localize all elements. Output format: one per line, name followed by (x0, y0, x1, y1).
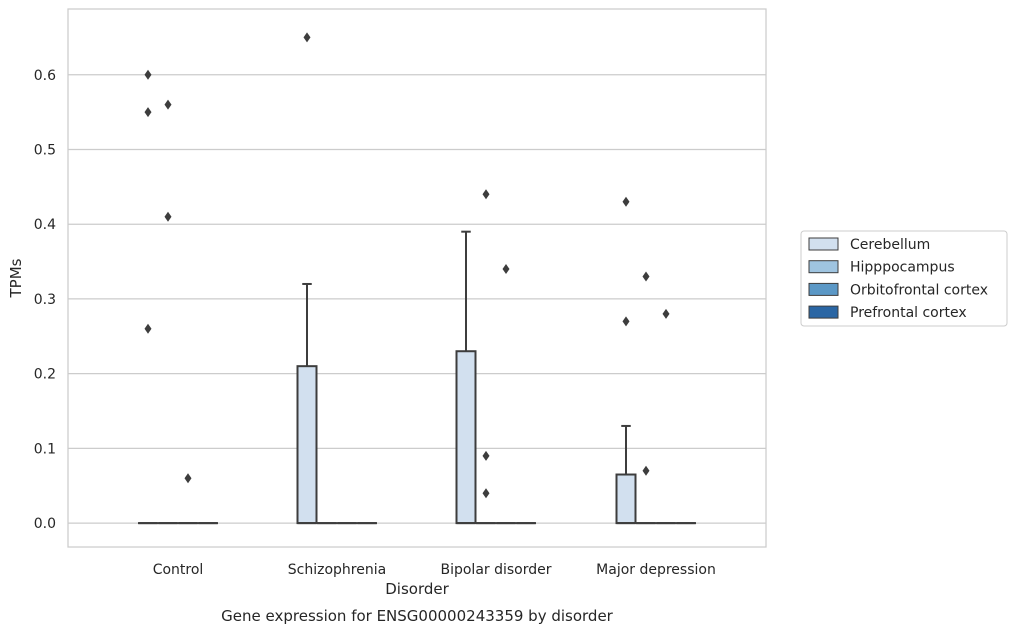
outlier-point (622, 316, 630, 327)
outlier-point (662, 308, 670, 319)
outlier-point (164, 211, 172, 222)
outlier-point (144, 323, 152, 334)
box-series (138, 230, 696, 525)
outlier-point (642, 271, 650, 282)
box-body (615, 473, 637, 525)
outlier-point (622, 196, 630, 207)
box-cerebellum (615, 424, 637, 525)
x-tick-label: Major depression (596, 562, 716, 578)
gridlines (68, 74, 766, 524)
y-axis-title: TPMs (7, 258, 25, 298)
legend-label: Prefrontal cortex (850, 305, 967, 321)
outlier-point (303, 32, 311, 43)
outlier-point (482, 488, 490, 499)
outlier-points (144, 32, 670, 499)
box-body (296, 365, 318, 525)
outlier-point (164, 99, 172, 110)
y-tick-label: 0.2 (34, 367, 56, 383)
y-tick-label: 0.3 (34, 292, 56, 308)
x-tick-label: Schizophrenia (288, 562, 386, 578)
outlier-point (502, 264, 510, 275)
box-cerebellum (455, 230, 477, 525)
outlier-point (642, 465, 650, 476)
y-tick-label: 0.4 (34, 217, 56, 233)
outlier-point (184, 473, 192, 484)
y-tick-label: 0.0 (34, 516, 56, 532)
outlier-point (482, 450, 490, 461)
box-cerebellum (296, 282, 318, 525)
outlier-point (144, 69, 152, 80)
y-tick-label: 0.5 (34, 142, 56, 158)
legend-label: Orbitofrontal cortex (850, 282, 988, 298)
legend-label: Hipppocampus (850, 260, 955, 276)
legend-frame (800, 230, 1008, 327)
legend-swatch (808, 305, 839, 319)
x-tick-label: Bipolar disorder (440, 562, 551, 578)
box-body (455, 350, 477, 525)
y-tick-label: 0.6 (34, 68, 56, 84)
legend-swatch (808, 237, 839, 251)
y-tick-label: 0.1 (34, 441, 56, 457)
outlier-point (144, 107, 152, 118)
legend-swatch (808, 282, 839, 296)
figure-caption: Gene expression for ENSG00000243359 by d… (221, 607, 614, 625)
legend: Cerebellum Hipppocampus Orbitofrontal cort… (800, 230, 1008, 327)
y-tick-labels: 0.0 0.1 0.2 0.3 0.4 0.5 0.6 (34, 68, 56, 532)
legend-label: Cerebellum (850, 237, 930, 253)
legend-swatch (808, 260, 839, 274)
x-tick-labels: Control Schizophrenia Bipolar disorder Majo… (153, 562, 716, 578)
plot-background (68, 9, 766, 547)
outlier-point (482, 189, 490, 200)
x-tick-label: Control (153, 562, 204, 578)
plot-frame (67, 8, 767, 548)
x-axis-title: Disorder (385, 580, 449, 598)
